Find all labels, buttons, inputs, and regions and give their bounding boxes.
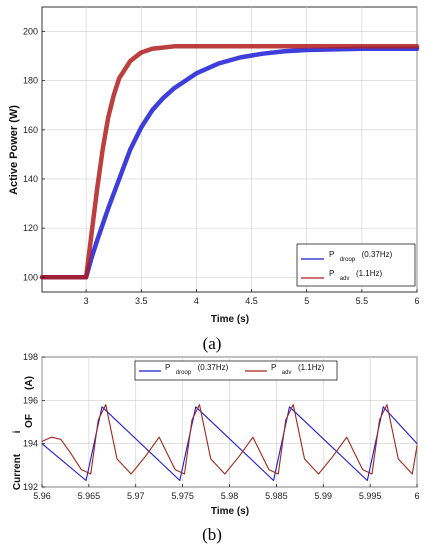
legend-label-droop-a: P droop (0.37Hz) [329, 244, 393, 265]
legend-box-b [134, 360, 338, 381]
y-tick-label-a: 140 [23, 174, 38, 184]
x-tick-label-b: 5.995 [359, 491, 382, 501]
x-axis-label-b: Time (s) [211, 506, 249, 517]
y-axis-word-i: i [12, 430, 23, 433]
x-tick-label-a: 6 [414, 296, 419, 306]
x-tick-label-b: 5.965 [78, 491, 101, 501]
legend-box-a [296, 243, 416, 287]
x-tick-label-b: 5.96 [33, 491, 51, 501]
y-tick-label-b: 196 [23, 395, 38, 405]
x-tick-label-a: 3 [84, 296, 89, 306]
series-line-adv-b [41, 404, 418, 475]
y-tick-label-a: 180 [23, 76, 38, 86]
y-axis-label-b: Current i OF (A) [12, 376, 35, 490]
series-a [39, 44, 420, 280]
ticks-a: 3 3.5 4 4.5 5 5.5 6 100 120 140 160 180 200 [23, 27, 420, 306]
legend-label-adv-b: P adv (1.1Hz) [271, 357, 325, 378]
legend-label-droop-b: P droop (0.37Hz) [165, 357, 229, 378]
y-tick-label-a: 120 [23, 223, 38, 233]
series-line-adv-a [39, 44, 420, 280]
x-tick-label-b: 5.98 [221, 491, 239, 501]
y-tick-label-a: 160 [23, 125, 38, 135]
series-line-droop-b [41, 406, 418, 482]
y-tick-label-b: 194 [23, 439, 38, 449]
legend-b: P droop (0.37Hz) P adv (1.1Hz) [134, 357, 338, 381]
legend-label-adv-a: P adv (1.1Hz) [329, 263, 383, 284]
x-tick-label-b: 5.99 [314, 491, 332, 501]
x-tick-label-a: 4.5 [245, 296, 258, 306]
legend-a: P droop (0.37Hz) P adv (1.1Hz) [296, 243, 416, 287]
y-tick-label-a: 100 [23, 272, 38, 282]
panel-caption-a: (a) [203, 334, 222, 353]
x-tick-label-a: 3.5 [135, 296, 148, 306]
panel-caption-b: (b) [202, 525, 222, 544]
y-axis-word-of: OF [24, 414, 35, 428]
x-tick-label-b: 5.975 [171, 491, 194, 501]
grid-b [41, 356, 418, 488]
x-tick-label-b: 6 [414, 491, 419, 501]
x-tick-label-a: 4 [194, 296, 199, 306]
x-tick-label-a: 5 [304, 296, 309, 306]
x-axis-label-a: Time (s) [211, 314, 249, 325]
y-axis-word-unit: (A) [24, 376, 35, 390]
y-tick-label-b: 198 [23, 352, 38, 362]
y-tick-label-a: 200 [23, 27, 38, 37]
x-tick-label-a: 5.5 [356, 296, 369, 306]
series-b [41, 404, 418, 482]
ticks-b: 5.96 5.965 5.97 5.975 5.98 5.985 5.99 5.995 6 192… [23, 352, 420, 501]
series-line-droop-a [39, 46, 420, 280]
x-tick-label-b: 5.97 [127, 491, 145, 501]
y-axis-word-current: Current [12, 453, 23, 490]
y-axis-label-a: Active Power (W) [8, 105, 20, 195]
panel-b: 5.96 5.965 5.97 5.975 5.98 5.985 5.99 5.995 6 192… [12, 352, 420, 544]
x-tick-label-b: 5.985 [265, 491, 288, 501]
panel-a: 3 3.5 4 4.5 5 5.5 6 100 120 140 160 180 200 Time (s)… [8, 6, 420, 353]
y-tick-label-b: 192 [23, 482, 38, 492]
